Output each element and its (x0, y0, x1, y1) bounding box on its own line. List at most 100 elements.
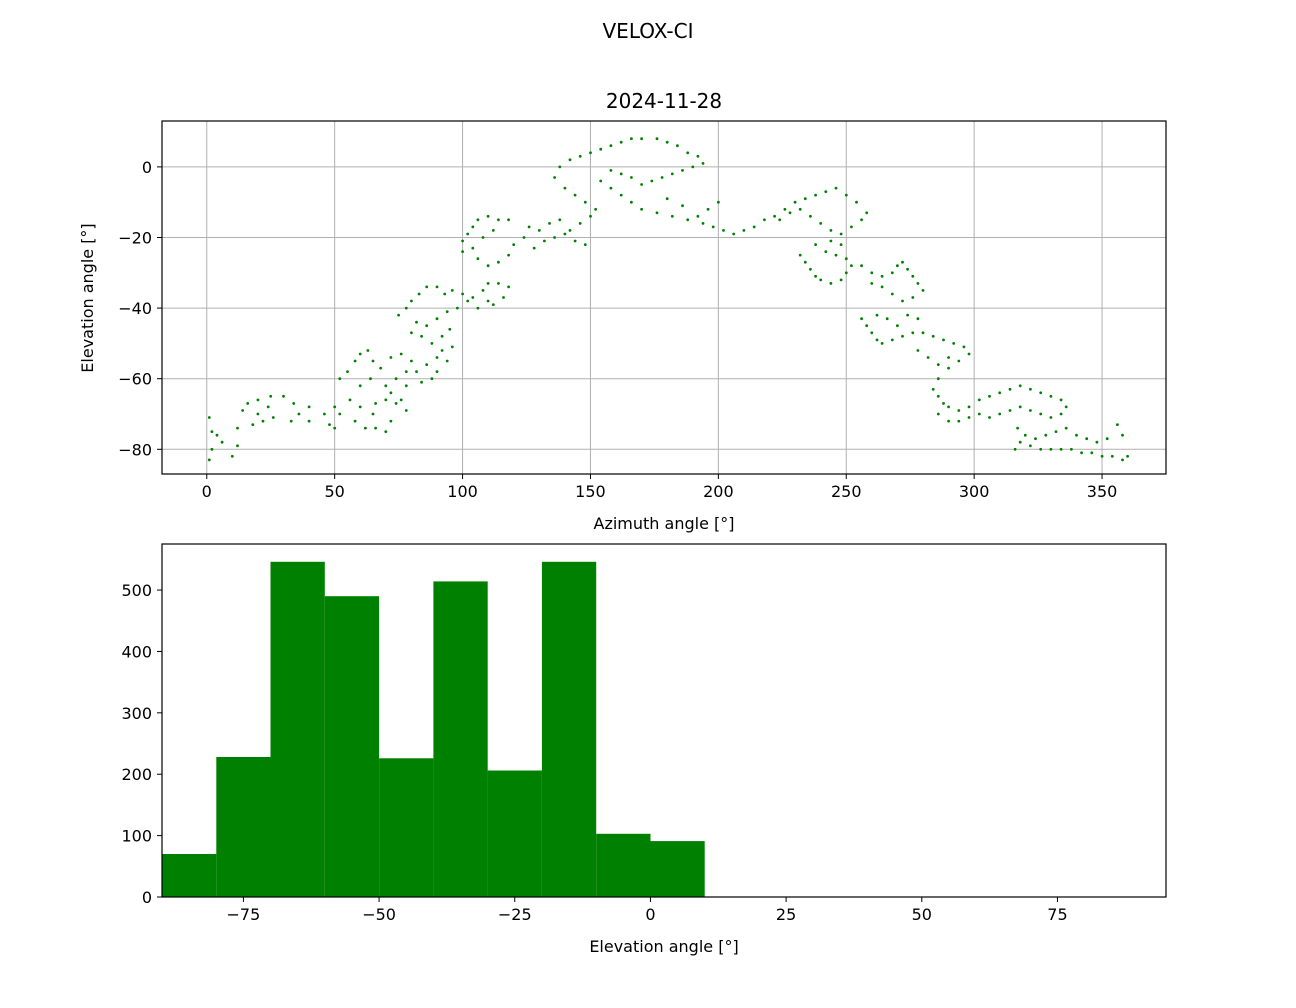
scatter-point (957, 419, 961, 423)
scatter-point (655, 137, 659, 141)
scatter-point (420, 380, 423, 384)
scatter-point (1023, 433, 1027, 437)
scatter-point (425, 363, 429, 366)
scatter-point (583, 243, 587, 247)
scatter-point (839, 243, 843, 247)
scatter-frame (161, 120, 1167, 475)
scatter-point (497, 260, 500, 264)
scatter-point (1039, 412, 1043, 416)
scatter-point (364, 426, 367, 430)
scatter-point (609, 186, 613, 190)
scatter-point (599, 179, 603, 183)
scatter-point (691, 165, 695, 169)
scatter-point (931, 334, 935, 338)
scatter-point (911, 274, 915, 278)
scatter-point (415, 370, 418, 373)
scatter-x-tick-label: 250 (831, 482, 862, 501)
scatter-point (476, 306, 480, 310)
scatter-x-tick-label: 150 (575, 482, 606, 501)
scatter-point (686, 151, 690, 155)
scatter-point (696, 214, 700, 218)
scatter-point (921, 331, 925, 335)
scatter-point (896, 264, 899, 268)
scatter-point (417, 292, 421, 296)
scatter-point (594, 207, 597, 211)
scatter-point (890, 271, 894, 275)
scatter-point (369, 377, 372, 381)
scatter-point (1039, 391, 1043, 395)
scatter-x-tick-label: 350 (1087, 482, 1118, 501)
scatter-point (977, 412, 981, 416)
figure-suptitle: VELOX-CI (603, 19, 694, 43)
scatter-point (563, 232, 567, 236)
scatter-point (289, 419, 293, 423)
scatter-point (507, 218, 510, 222)
scatter-point (763, 218, 766, 222)
scatter-point (261, 419, 265, 423)
scatter-point (251, 423, 255, 426)
scatter-points (207, 137, 1129, 462)
scatter-point (397, 313, 400, 317)
histogram-bar (379, 758, 434, 897)
scatter-point (829, 229, 833, 232)
scatter-y-tick-label: −40 (118, 299, 152, 318)
scatter-point (420, 334, 423, 338)
histogram-y-tick-label: 400 (121, 642, 152, 661)
scatter-point (619, 193, 623, 197)
scatter-point (589, 214, 592, 218)
scatter-point (844, 193, 848, 197)
scatter-point (665, 140, 669, 144)
scatter-point (236, 426, 239, 430)
scatter-point (404, 370, 408, 373)
scatter-point (1059, 398, 1063, 402)
scatter-point (844, 271, 848, 275)
scatter-point (338, 377, 342, 381)
scatter-point (1016, 426, 1019, 430)
scatter-point (384, 384, 388, 388)
scatter-point (1095, 440, 1099, 444)
scatter-point (210, 447, 214, 451)
scatter-point (486, 214, 490, 218)
scatter-point (947, 405, 950, 409)
scatter-point (558, 165, 562, 169)
scatter-point (880, 342, 884, 345)
scatter-point (1049, 447, 1053, 451)
scatter-point (410, 299, 413, 303)
scatter-point (988, 394, 991, 398)
scatter-point (236, 444, 239, 448)
histogram-y-tick-label: 0 (142, 888, 152, 907)
scatter-point (681, 169, 684, 172)
scatter-point (870, 271, 874, 275)
scatter-point (947, 366, 950, 370)
scatter-point (926, 356, 930, 359)
scatter-point (553, 176, 556, 179)
scatter-point (527, 225, 531, 229)
scatter-point (333, 426, 337, 430)
scatter-point (1039, 447, 1043, 451)
scatter-x-tick-label: 200 (703, 482, 734, 501)
scatter-point (875, 338, 879, 342)
scatter-point (880, 285, 884, 289)
scatter-point (865, 211, 869, 215)
scatter-point (957, 359, 961, 363)
scatter-point (269, 394, 273, 398)
histogram-bar (541, 561, 597, 897)
scatter-point (711, 225, 715, 229)
scatter-point (814, 243, 817, 247)
scatter-point (307, 419, 311, 423)
scatter-point (346, 370, 349, 373)
scatter-point (1064, 405, 1068, 409)
scatter-point (681, 204, 684, 208)
scatter-point (686, 218, 690, 222)
scatter-point (266, 405, 270, 409)
histogram-y-tick-label: 500 (121, 581, 152, 600)
scatter-point (752, 225, 756, 229)
scatter-point (921, 289, 925, 292)
scatter-point (988, 416, 991, 419)
scatter-point (619, 140, 623, 144)
scatter-y-tick-label: 0 (142, 158, 152, 177)
scatter-y-tick-label: −80 (118, 440, 152, 459)
scatter-point (328, 423, 331, 426)
scatter-point (256, 398, 260, 402)
histogram-bar (487, 770, 542, 897)
